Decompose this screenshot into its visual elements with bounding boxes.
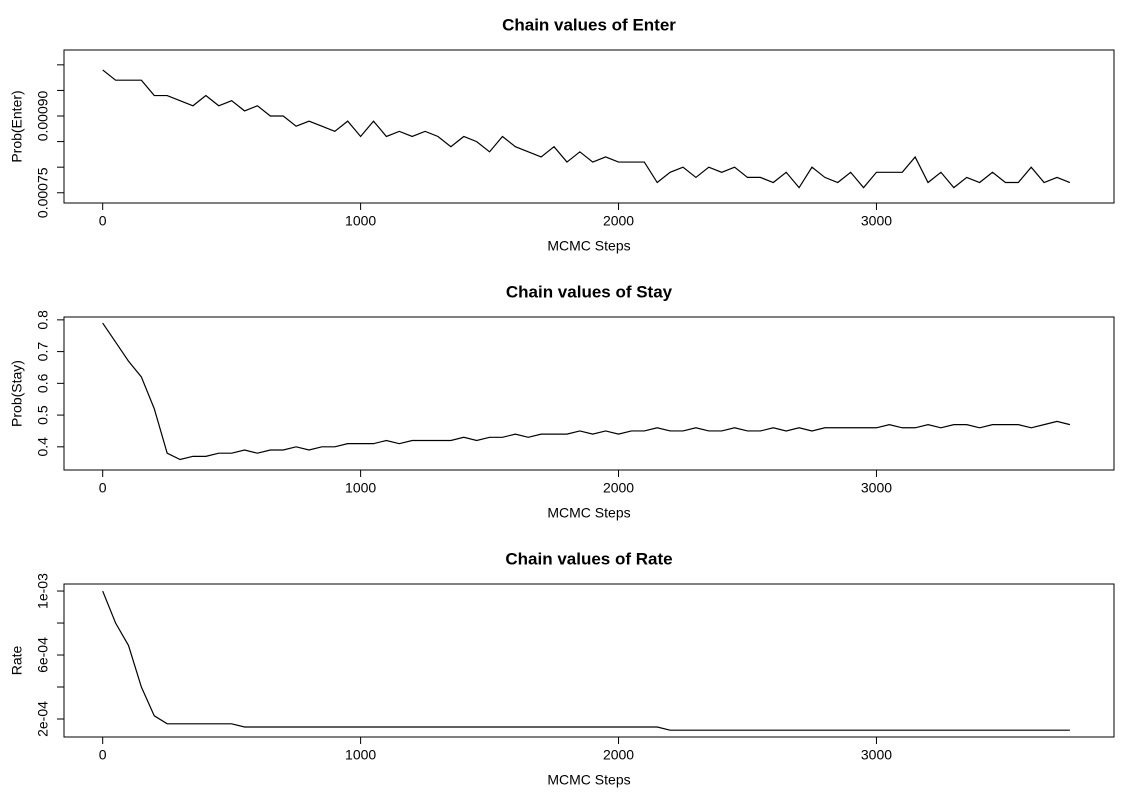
y-tick-label: 6e-04: [35, 637, 51, 673]
chain-line: [102, 590, 1070, 731]
chart-title: Chain values of Stay: [506, 282, 673, 301]
chart-title: Chain values of Rate: [505, 549, 672, 568]
x-tick-label: 2000: [603, 480, 634, 496]
y-tick-label: 0.4: [35, 437, 51, 457]
x-tick-label: 0: [99, 213, 107, 229]
y-tick-label: 2e-04: [35, 701, 51, 737]
x-tick-label: 2000: [603, 747, 634, 763]
x-tick-label: 1000: [345, 747, 376, 763]
y-tick-label: 0.00075: [35, 167, 51, 218]
x-tick-label: 0: [99, 747, 107, 763]
y-axis-label: Prob(Stay): [9, 360, 25, 427]
plot-frame: [63, 316, 1115, 471]
y-axis-label: Prob(Enter): [9, 90, 25, 162]
y-tick-label: 0.00090: [35, 90, 51, 141]
x-tick-label: 3000: [861, 213, 892, 229]
y-tick-label: 0.8: [35, 310, 51, 330]
y-axis-label: Rate: [9, 646, 25, 676]
x-tick-label: 1000: [345, 213, 376, 229]
y-tick-label: 0.7: [35, 342, 51, 362]
x-tick-label: 2000: [603, 213, 634, 229]
plot-frame: [63, 49, 1115, 204]
y-tick-label: 0.6: [35, 373, 51, 393]
x-tick-label: 3000: [861, 747, 892, 763]
y-tick-label: 1e-03: [35, 573, 51, 609]
chain-line: [102, 322, 1071, 461]
x-tick-label: 1000: [345, 480, 376, 496]
y-tick-label: 0.5: [35, 405, 51, 425]
x-axis-label: MCMC Steps: [547, 505, 630, 521]
x-tick-label: 0: [99, 480, 107, 496]
x-axis-label: MCMC Steps: [547, 772, 630, 788]
chain-line: [102, 69, 1071, 189]
x-tick-label: 3000: [861, 480, 892, 496]
x-axis-label: MCMC Steps: [547, 238, 630, 254]
plot-frame: [63, 583, 1115, 738]
chart-title: Chain values of Enter: [502, 15, 676, 34]
